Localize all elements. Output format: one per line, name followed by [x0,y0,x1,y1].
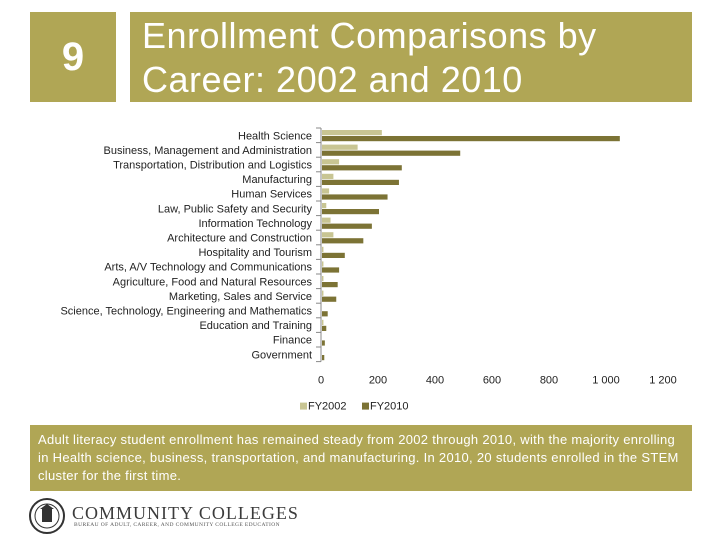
title-line-2: Career: 2002 and 2010 [142,59,523,100]
bar-fy2010 [322,325,327,331]
x-tick-label: 400 [426,375,444,387]
slide-number: 9 [30,12,116,102]
bar-fy2010 [322,209,379,215]
x-tick-label: 0 [318,375,324,387]
category-label: Hospitality and Tourism [198,247,312,259]
category-label: Manufacturing [242,174,312,186]
community-colleges-logo: COMMUNITY COLLEGES BUREAU OF ADULT, CARE… [28,497,298,535]
bar-fy2002 [322,232,334,238]
bar-fy2002 [322,159,340,165]
bar-fy2002 [322,261,324,267]
bar-fy2010 [322,252,345,258]
bar-fy2010 [322,340,325,346]
bar-fy2002 [322,319,324,325]
bar-fy2010 [322,238,364,244]
bar-fy2010 [322,150,461,156]
category-label: Finance [273,335,312,347]
category-label: Human Services [231,189,312,201]
category-label: Government [251,349,312,361]
bar-fy2010 [322,194,388,200]
bar-fy2002 [322,188,330,194]
category-label: Agriculture, Food and Natural Resources [113,276,313,288]
bar-fy2002 [322,217,331,223]
logo-subtitle: BUREAU OF ADULT, CAREER, AND COMMUNITY C… [74,522,280,528]
category-label: Law, Public Safety and Security [158,203,313,215]
x-tick-label: 600 [483,375,501,387]
bar-fy2002 [322,246,324,252]
category-label: Education and Training [199,320,312,332]
x-tick-label: 200 [369,375,387,387]
category-label: Health Science [238,130,312,142]
legend-label: FY2010 [370,401,409,413]
bar-fy2010 [322,223,372,229]
category-label: Business, Management and Administration [103,145,312,157]
bar-fy2010 [322,355,325,361]
logo-name: COMMUNITY COLLEGES [72,503,299,523]
bar-fy2002 [322,276,324,282]
category-label: Architecture and Construction [167,233,312,245]
category-label: Transportation, Distribution and Logisti… [113,160,312,172]
bar-fy2010 [322,282,338,288]
bar-fy2010 [322,136,620,142]
bar-fy2002 [322,173,334,179]
bar-fy2002 [322,130,382,136]
category-label: Marketing, Sales and Service [169,291,312,303]
x-tick-label: 800 [540,375,558,387]
bar-fy2002 [322,203,327,209]
bar-fy2010 [322,311,328,317]
legend-swatch [300,402,307,410]
legend-label: FY2002 [308,401,347,413]
enrollment-bar-chart: Health Science Business, Management and A… [60,127,677,413]
category-label: Information Technology [198,218,312,230]
slide-title: Enrollment Comparisons by Career: 2002 a… [130,12,692,102]
legend-swatch [362,402,369,410]
seal-icon [29,498,65,534]
title-line-1: Enrollment Comparisons by [142,15,597,56]
bar-fy2002 [322,290,324,296]
bar-fy2002 [322,144,358,150]
bar-fy2010 [322,165,402,171]
category-label: Science, Technology, Engineering and Mat… [60,306,312,318]
bar-fy2010 [322,179,399,185]
category-label: Arts, A/V Technology and Communications [104,262,312,274]
x-tick-label: 1 000 [592,375,620,387]
bar-fy2010 [322,296,337,302]
caption-text: Adult literacy student enrollment has re… [30,425,692,491]
bar-fy2010 [322,267,340,273]
x-tick-label: 1 200 [649,375,677,387]
